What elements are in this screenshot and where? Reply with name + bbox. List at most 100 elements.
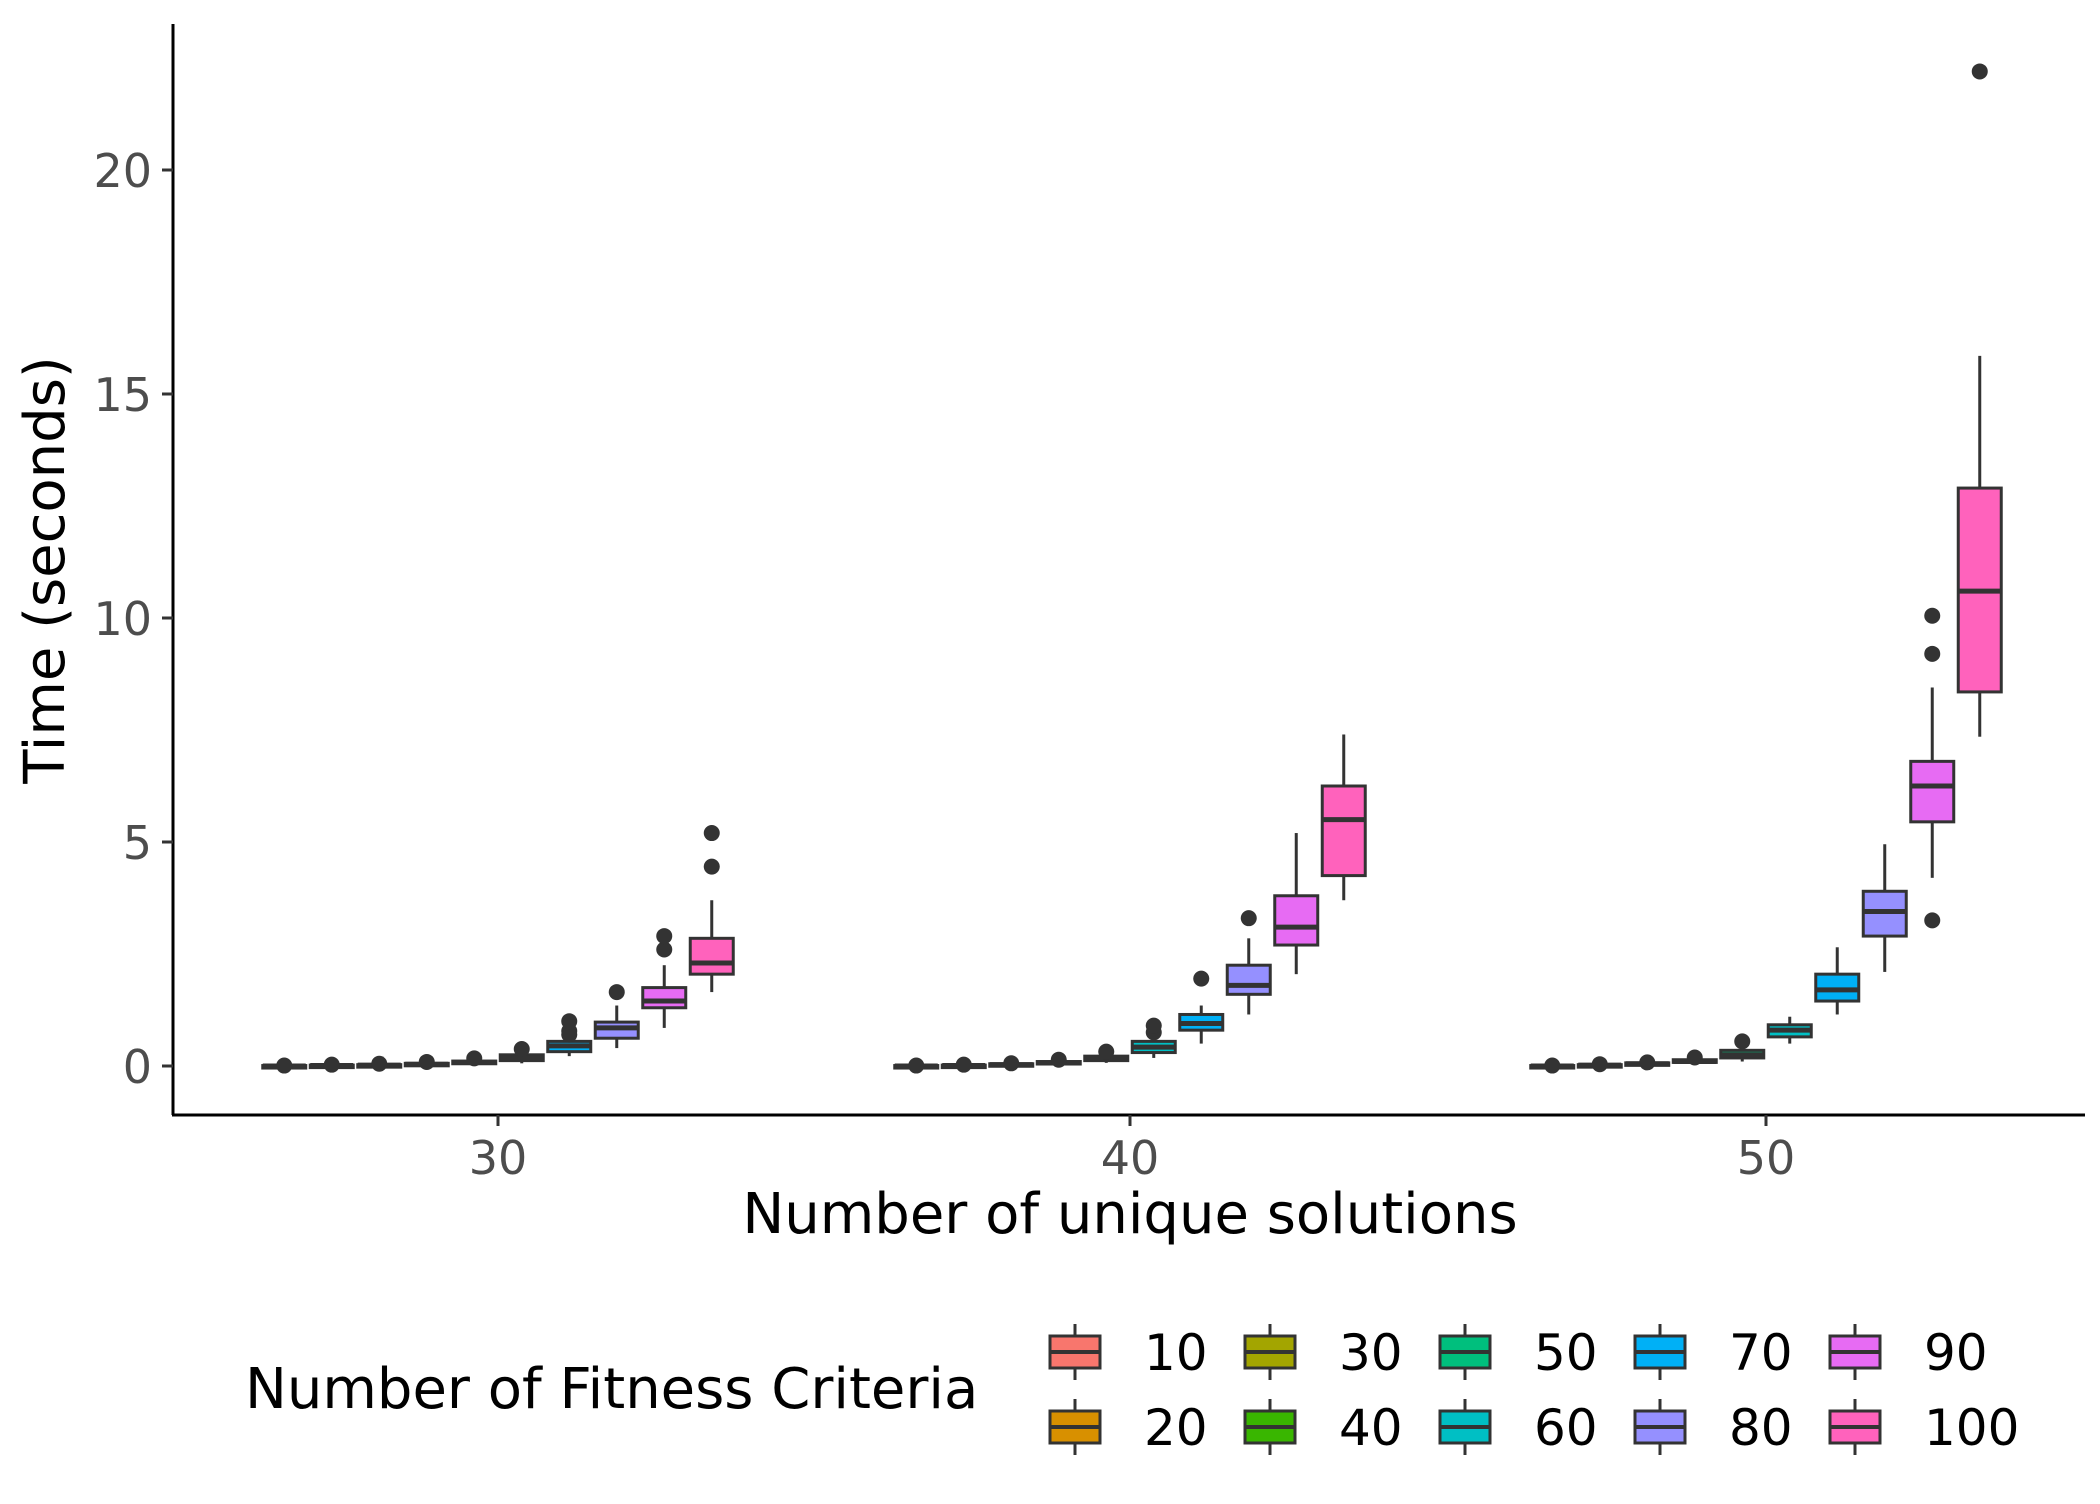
box-70-30 [546, 1013, 593, 1057]
legend-item-80: 80 [1633, 1399, 1793, 1457]
box-50-40 [1083, 1043, 1130, 1063]
outlier-point [656, 928, 673, 945]
box-30-50 [1624, 1054, 1671, 1071]
legend-item-30: 30 [1243, 1324, 1403, 1382]
outlier-point [1050, 1051, 1067, 1068]
y-tick-label: 5 [123, 816, 152, 870]
legend-label: 100 [1924, 1399, 2019, 1457]
box-80-50 [1861, 844, 1908, 972]
y-tick-label: 20 [93, 144, 152, 198]
plot-area [261, 63, 2003, 1074]
box-30-30 [356, 1055, 403, 1072]
box-30-40 [988, 1055, 1035, 1072]
box-90-30 [641, 928, 688, 1028]
outlier-point [1734, 1033, 1751, 1050]
outlier-point [1145, 1017, 1162, 1034]
outlier-point [1639, 1054, 1656, 1071]
box-10-30 [261, 1057, 308, 1074]
legend: 10 20 30 40 50 60 70 80 90 100 [1048, 1324, 2019, 1457]
box-50-50 [1719, 1033, 1766, 1062]
x-axis-title: Number of unique solutions [742, 1182, 1517, 1247]
outlier-point [561, 1013, 578, 1030]
box-100-40 [1320, 734, 1367, 901]
outlier-point [276, 1057, 293, 1074]
legend-label: 60 [1534, 1399, 1598, 1457]
outlier-point [1591, 1056, 1608, 1073]
box-10-50 [1529, 1057, 1576, 1074]
legend-label: 80 [1729, 1399, 1793, 1457]
box-70-40 [1178, 970, 1225, 1044]
outlier-point [608, 984, 625, 1001]
outlier-point [656, 941, 673, 958]
box-100-50 [1956, 63, 2003, 737]
legend-label: 20 [1144, 1399, 1208, 1457]
outlier-point [703, 825, 720, 842]
box-body [1273, 894, 1320, 947]
legend-item-70: 70 [1633, 1324, 1793, 1382]
outlier-point [1240, 910, 1257, 927]
y-tick-label: 0 [123, 1040, 152, 1094]
box-40-30 [403, 1053, 450, 1070]
legend-label: 10 [1144, 1324, 1208, 1382]
legend-item-90: 90 [1828, 1324, 1988, 1382]
outlier-point [1971, 63, 1988, 80]
box-20-30 [308, 1056, 355, 1073]
box-body [1909, 759, 1956, 824]
box-100-30 [688, 825, 735, 993]
box-20-40 [940, 1056, 987, 1073]
outlier-point [323, 1056, 340, 1073]
legend-title: Number of Fitness Criteria [245, 1357, 978, 1422]
box-70-50 [1814, 947, 1861, 1015]
outlier-point [371, 1055, 388, 1072]
legend-label: 30 [1339, 1324, 1403, 1382]
legend-item-20: 20 [1048, 1399, 1208, 1457]
box-60-40 [1130, 1017, 1177, 1058]
legend-label: 70 [1729, 1324, 1793, 1382]
outlier-point [418, 1053, 435, 1070]
box-body [641, 986, 688, 1010]
box-40-40 [1035, 1051, 1082, 1068]
box-10-40 [893, 1057, 940, 1074]
outlier-point [513, 1040, 530, 1057]
y-axis-title: Time (seconds) [13, 356, 78, 784]
box-80-40 [1225, 910, 1272, 1015]
box-90-50 [1909, 607, 1956, 929]
box-body [688, 936, 735, 976]
outlier-point [1924, 607, 1941, 624]
box-60-30 [498, 1040, 545, 1064]
box-90-40 [1273, 833, 1320, 975]
outlier-point [703, 858, 720, 875]
y-tick-label: 15 [93, 368, 152, 422]
outlier-point [1686, 1049, 1703, 1066]
outlier-point [1544, 1057, 1561, 1074]
outlier-point [1924, 645, 1941, 662]
legend-item-10: 10 [1048, 1324, 1208, 1382]
outlier-point [1924, 912, 1941, 929]
box-50-30 [451, 1050, 498, 1067]
box-20-50 [1576, 1056, 1623, 1073]
x-tick-label: 40 [1101, 1131, 1160, 1185]
legend-item-60: 60 [1438, 1399, 1598, 1457]
box-40-50 [1671, 1049, 1718, 1066]
legend-label: 50 [1534, 1324, 1598, 1382]
legend-item-50: 50 [1438, 1324, 1598, 1382]
outlier-point [1003, 1055, 1020, 1072]
legend-item-40: 40 [1243, 1399, 1403, 1457]
y-tick-label: 10 [93, 592, 152, 646]
outlier-point [466, 1050, 483, 1067]
legend-label: 40 [1339, 1399, 1403, 1457]
axes: 0 5 10 15 20 30 40 50 [93, 144, 1795, 1185]
box-60-50 [1766, 1016, 1813, 1044]
x-tick-label: 50 [1737, 1131, 1796, 1185]
box-80-30 [593, 984, 640, 1049]
outlier-point [1098, 1043, 1115, 1060]
box-body [1225, 963, 1272, 996]
box-body [1320, 784, 1367, 878]
outlier-point [955, 1056, 972, 1073]
x-tick-label: 30 [469, 1131, 528, 1185]
legend-item-100: 100 [1828, 1399, 2019, 1457]
outlier-point [908, 1057, 925, 1074]
legend-label: 90 [1924, 1324, 1988, 1382]
